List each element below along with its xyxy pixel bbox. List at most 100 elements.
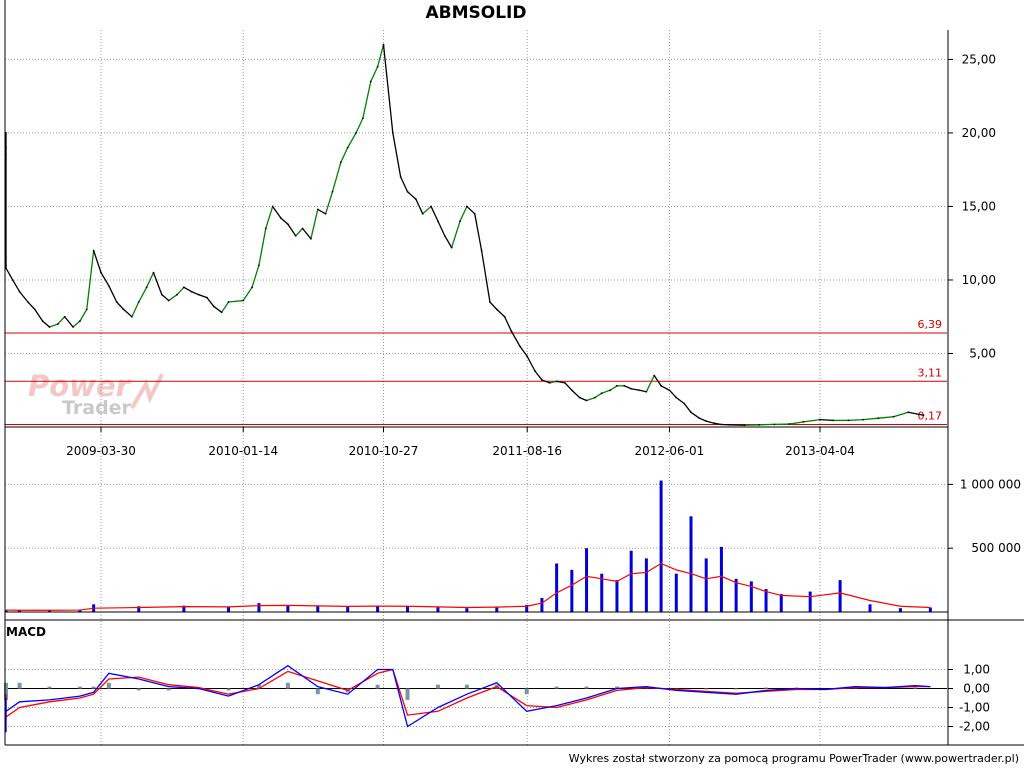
price-segment [161,294,170,302]
macd-histogram-bar [913,687,918,689]
price-point [518,345,521,348]
volume-bar [719,546,723,612]
price-point [92,249,95,252]
price-segment [5,267,14,281]
price-y-tick-label: 10,00 [962,273,996,287]
price-point [645,390,648,393]
volume-bar [734,578,738,612]
watermark-swoosh-icon [130,373,164,410]
price-point [480,249,483,252]
macd-histogram-bar [554,686,559,689]
price-point [227,301,230,303]
price-point [653,374,656,377]
price-point [495,308,498,311]
price-point [450,246,453,249]
price-segment [331,162,342,192]
price-segment [878,416,894,419]
price-point [122,308,125,311]
price-segment [131,301,140,317]
price-point [346,146,349,149]
price-point [630,387,633,390]
price-segment [496,308,506,318]
watermark-line2: Trader [62,397,132,419]
price-point [616,384,618,387]
price-point [399,176,402,178]
price-segment [571,389,581,399]
price-segment [430,206,439,222]
volume-bar [137,606,141,612]
macd-histogram-bar [524,688,529,695]
macd-y-tick-label: -1,00 [959,701,990,715]
price-segment [116,301,125,310]
price-segment [295,228,304,237]
price-y-tick-label: 20,00 [962,126,996,140]
price-point [160,293,163,296]
price-point [705,420,708,423]
price-point [107,284,110,287]
price-point [11,279,14,281]
price-segment [57,316,66,325]
price-segment [221,301,230,313]
volume-bar [659,480,663,612]
price-point [437,220,439,223]
price-segment [639,389,647,393]
price-point [5,257,7,259]
powertrader-watermark: Power Trader [28,369,164,419]
price-point [503,315,506,318]
price-segment [317,208,326,215]
price-segment [152,272,163,295]
watermark-line1: Power [28,369,132,403]
volume-bar [674,573,678,612]
price-point [56,323,59,325]
price-segment [504,316,513,332]
x-tick-label: 2009-03-30 [66,444,136,458]
price-segment [451,220,461,248]
price-point [720,423,723,426]
price-point [638,389,641,392]
price-segment [848,418,864,422]
price-point [310,237,312,240]
price-point [286,223,289,225]
volume-bar [764,589,768,612]
price-point [258,264,260,267]
price-point [675,396,678,399]
price-segment [819,418,834,422]
price-segment [100,272,110,287]
volume-bar [540,597,544,612]
macd-histogram-bar [464,684,469,689]
price-point [391,132,394,134]
macd-histogram-bar [764,687,769,689]
price-segment [27,301,36,310]
price-segment [675,397,685,404]
price-segment [459,206,468,222]
price-point [585,399,588,402]
price-segment [86,250,95,310]
price-point [609,389,611,392]
price-segment [699,417,707,422]
price-segment [631,388,640,391]
price-segment [541,379,550,384]
price-segment [645,375,655,392]
price-segment [556,380,566,384]
price-y-tick-label: 15,00 [962,199,996,213]
macd-histogram-bar [704,688,709,690]
price-point [369,80,372,83]
price-point [668,389,671,392]
price-point [421,212,424,215]
price-segment [265,206,274,229]
price-point [907,411,910,414]
price-point [33,308,36,311]
volume-bar [316,606,320,612]
volume-bar [465,608,469,612]
volume-bar [600,573,604,612]
volume-bar [346,606,350,612]
price-point [115,301,118,303]
price-segment [34,309,44,322]
level-label: 0,17 [918,410,943,423]
x-tick-label: 2010-10-27 [349,444,419,458]
price-point [430,205,432,208]
price-segment [624,385,632,390]
price-segment [287,223,297,237]
price-segment [407,191,417,200]
macd-histogram-bar [614,686,619,689]
